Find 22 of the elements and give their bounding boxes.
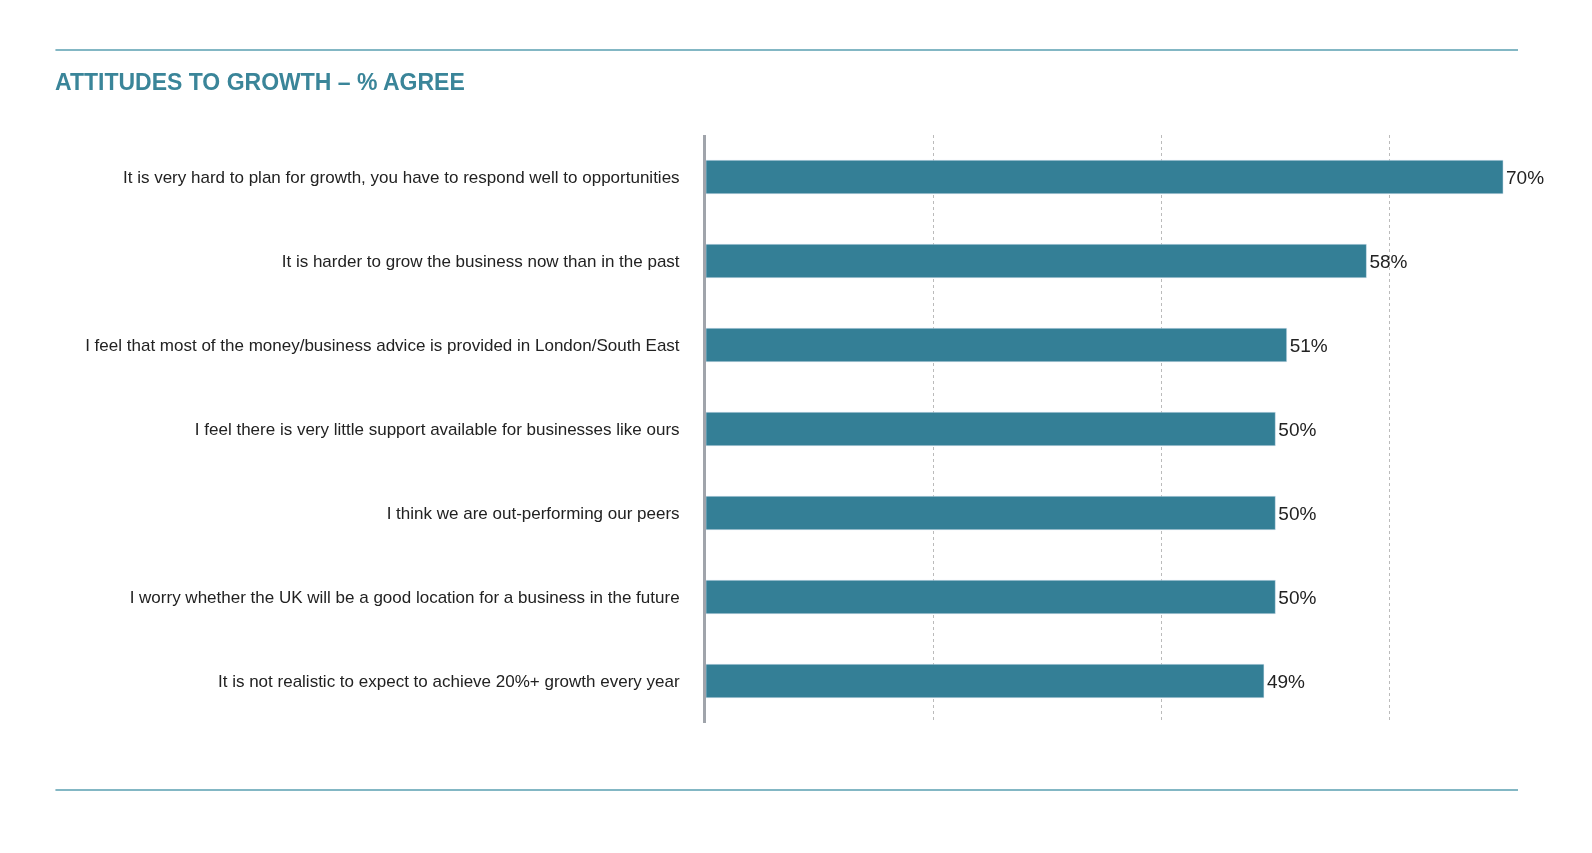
data-label: 51% [1289, 334, 1328, 356]
text: ATTITUDES TO GROWTH – % AGREE [55, 69, 465, 96]
bar [706, 411, 1276, 447]
y-tick-label: It is very hard to plan for growth, you have to respond well to opportunities [123, 167, 680, 187]
data-label: 58% [1369, 250, 1408, 272]
data-label: 50% [1278, 418, 1317, 440]
bar [706, 159, 1504, 195]
bar [706, 495, 1276, 531]
y-tick-label: I feel that most of the money/business advice is provided in London/South East [85, 335, 680, 355]
y-tick-label: I feel there is very little support available for businesses like ours [194, 419, 680, 439]
data-label: 49% [1266, 670, 1306, 692]
data-label: 50% [1278, 502, 1317, 524]
bar [706, 327, 1287, 363]
bar [706, 579, 1276, 615]
y-tick-label: I worry whether the UK will be a good location for a business in the future [129, 587, 680, 607]
y-tick-label: It is harder to grow the business now than in the past [281, 251, 680, 271]
bar [706, 663, 1265, 699]
y-tick-label: It is not realistic to expect to achieve 20%+ growth every year [218, 671, 680, 691]
data-label: 70% [1506, 166, 1545, 188]
y-tick-label: I think we are out-performing our peers [386, 503, 680, 523]
bar [706, 243, 1367, 279]
data-label: 50% [1278, 586, 1317, 608]
